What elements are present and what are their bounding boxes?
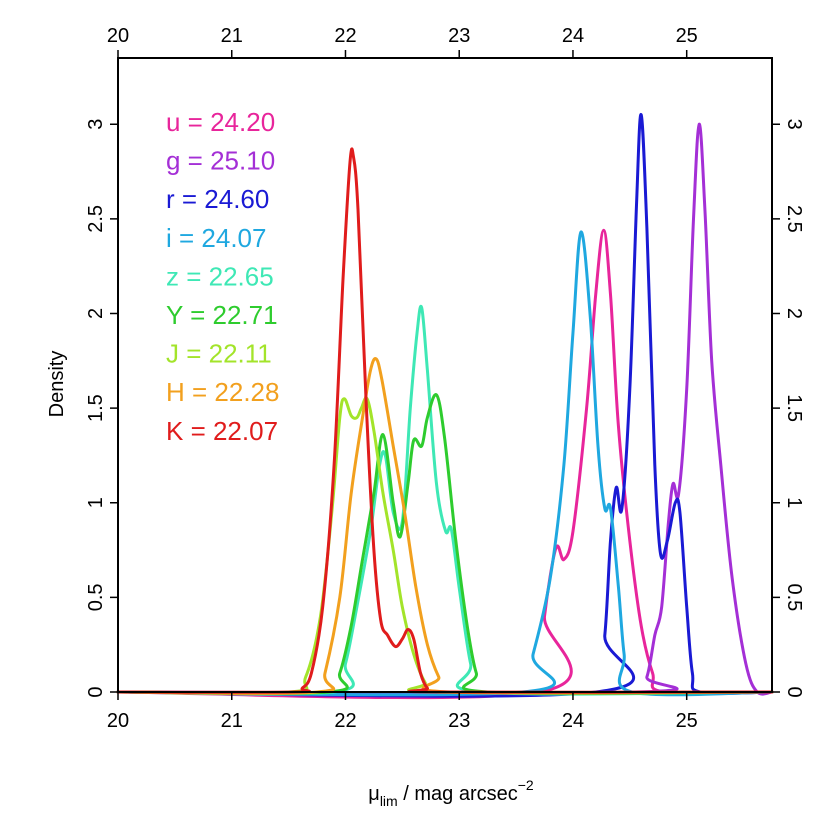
x-tick-label: 23	[448, 710, 470, 732]
series-line-u	[116, 228, 774, 700]
legend-item-Y: Y = 22.71	[166, 300, 278, 330]
x-axis-title-main: μ	[368, 783, 380, 805]
y-axis-title: Density	[46, 351, 68, 418]
top-x-tick-label: 23	[448, 25, 470, 47]
legend: u = 24.20 g = 25.10 r = 24.60 i = 24.07 z = …	[166, 107, 279, 446]
series-line-i	[116, 230, 774, 697]
top-x-tick-label: 25	[676, 25, 698, 47]
right-y-tick-label: 2.5	[783, 205, 805, 233]
y-tick-label: 0	[85, 686, 107, 697]
series-lines	[116, 113, 774, 700]
right-y-tick-label: 3	[783, 119, 805, 130]
legend-item-K: K = 22.07	[166, 416, 278, 446]
y-tick-label: 2.5	[85, 205, 107, 233]
top-x-tick-label: 24	[562, 25, 584, 47]
y-tick-label: 1	[85, 497, 107, 508]
x-tick-label: 25	[676, 710, 698, 732]
legend-item-J: J = 22.11	[166, 339, 272, 369]
y-tick-label: 3	[85, 119, 107, 130]
x-tick-label: 21	[221, 710, 243, 732]
right-y-tick-label: 0.5	[783, 583, 805, 611]
right-y-tick-label: 1	[783, 497, 805, 508]
legend-item-z: z = 22.65	[166, 261, 274, 291]
x-tick-label: 22	[334, 710, 356, 732]
series-line-H	[116, 357, 774, 695]
plot-frame	[117, 57, 773, 693]
x-tick-label: 24	[562, 710, 584, 732]
top-x-tick-label: 22	[334, 25, 356, 47]
legend-item-r: r = 24.60	[166, 184, 269, 214]
top-x-tick-label: 20	[107, 25, 129, 47]
series-line-g	[116, 122, 774, 696]
x-axis-title: μlim / mag arcsec−2	[368, 777, 534, 809]
legend-item-g: g = 25.10	[166, 146, 275, 176]
legend-item-i: i = 24.07	[166, 223, 266, 253]
x-tick-label: 20	[107, 710, 129, 732]
x-axis-title-sup: −2	[518, 777, 534, 793]
y-tick-label: 2	[85, 308, 107, 319]
series-line-K	[116, 147, 774, 694]
legend-item-u: u = 24.20	[166, 107, 275, 137]
x-axis-title-sub: lim	[380, 793, 398, 809]
right-y-tick-label: 1.5	[783, 394, 805, 422]
legend-item-H: H = 22.28	[166, 377, 279, 407]
series-line-r	[116, 113, 774, 698]
series-line-z	[116, 304, 774, 696]
right-y-tick-label: 2	[783, 308, 805, 319]
y-tick-label: 1.5	[85, 394, 107, 422]
x-axis-title-rest: / mag arcsec	[398, 783, 518, 805]
y-tick-label: 0.5	[85, 583, 107, 611]
right-y-tick-label: 0	[783, 686, 805, 697]
series-line-Y	[116, 393, 774, 695]
top-x-tick-label: 21	[221, 25, 243, 47]
